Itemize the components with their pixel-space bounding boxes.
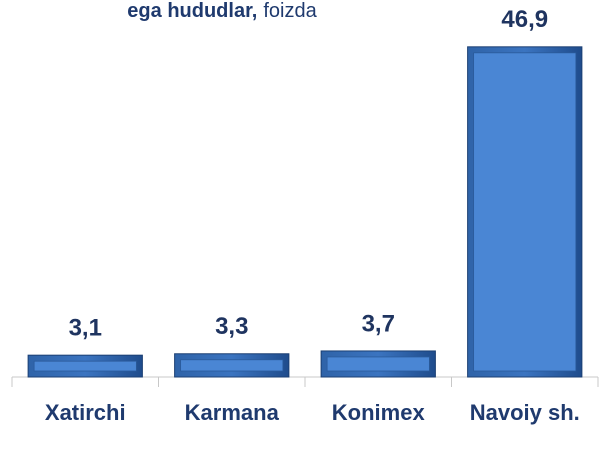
x-tick-label: Konimex <box>332 400 426 425</box>
value-label: 3,7 <box>362 310 395 337</box>
value-label: 3,3 <box>215 313 248 340</box>
bar-face <box>473 52 577 372</box>
title-rest: foizda <box>263 0 317 22</box>
x-tick-label: Navoiy sh. <box>470 400 580 425</box>
x-tick-label: Karmana <box>185 400 280 425</box>
x-tick-label: Xatirchi <box>45 400 126 425</box>
bar-face <box>180 359 284 372</box>
chart-title: ega hududlar, foizda <box>127 0 317 22</box>
value-label: 46,9 <box>501 6 548 33</box>
value-label: 3,1 <box>69 315 102 342</box>
title-bold: ega hududlar, <box>127 0 257 22</box>
bar-face <box>33 360 137 372</box>
bar-face <box>326 356 430 372</box>
